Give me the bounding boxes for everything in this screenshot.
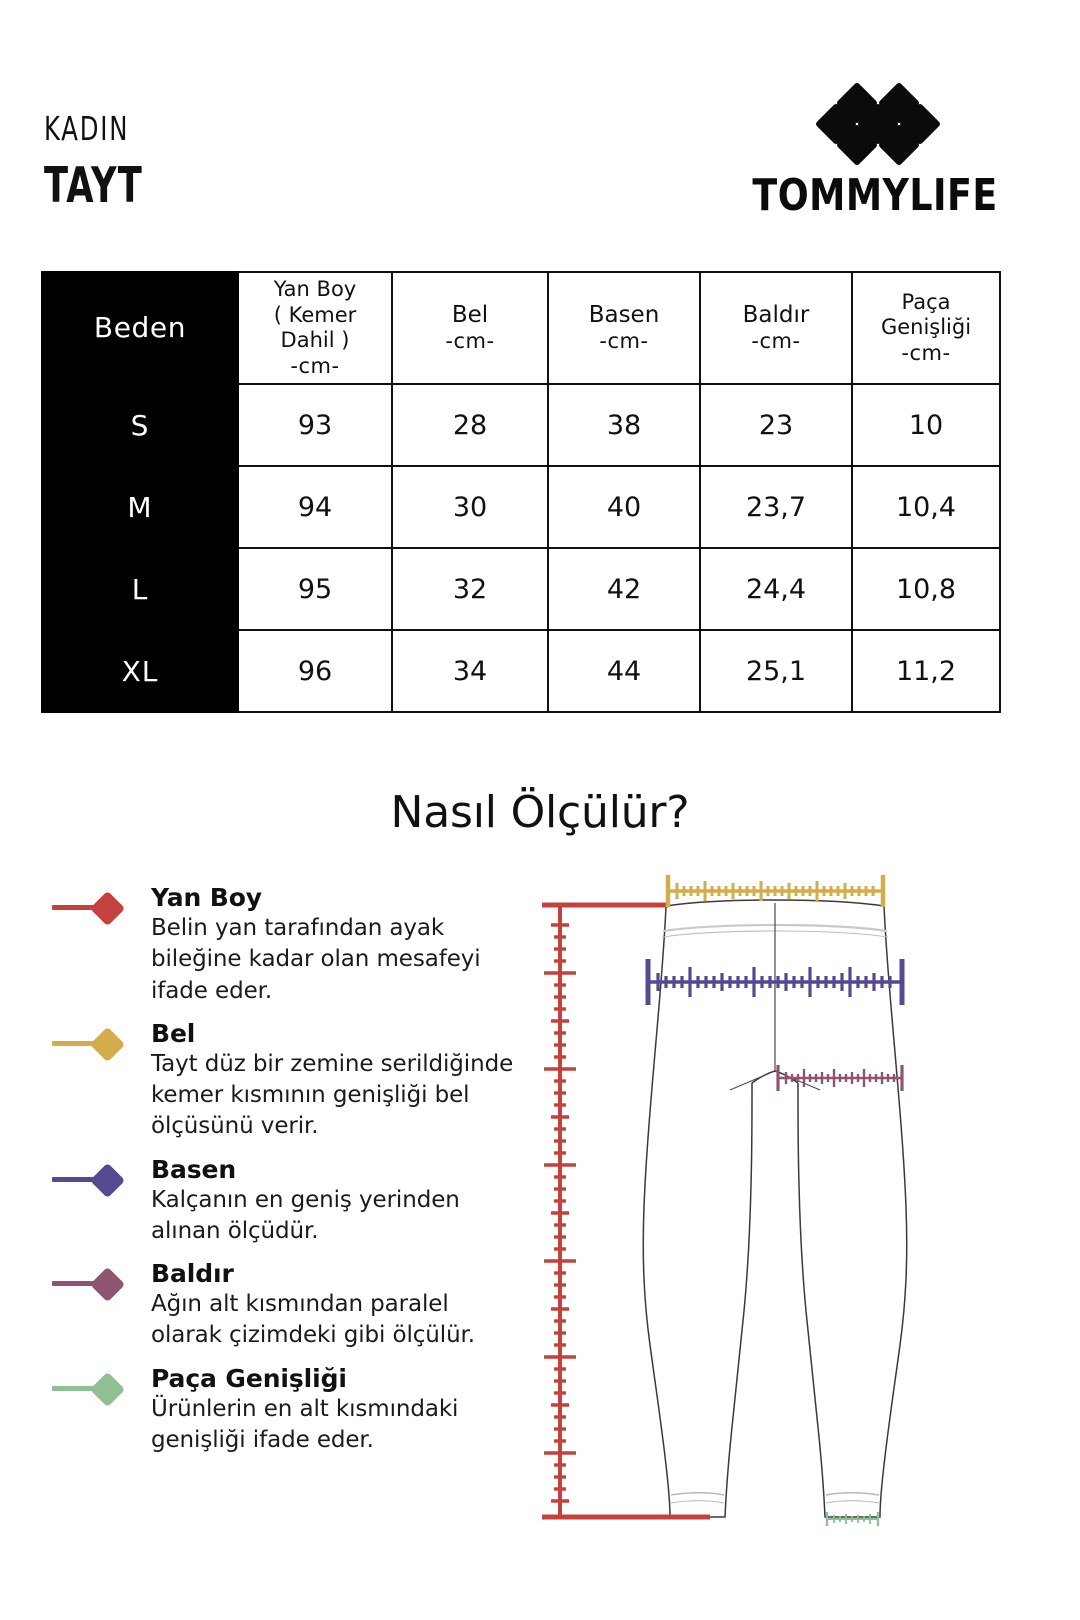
brand-name: TOMMYLIFE [752, 170, 998, 221]
size-chart-table-container: Beden Yan Boy ( Kemer Dahil ) -cm- Bel -… [41, 270, 1001, 714]
cell-bel: 28 [391, 383, 549, 468]
cell-baldir: 24,4 [699, 547, 853, 632]
legend-description: Ürünlerin en alt kısmındaki genişliği if… [151, 1395, 459, 1453]
cell-basen: 44 [547, 629, 701, 714]
column-header-basen: Basen -cm- [547, 270, 701, 386]
cell-yanboy: 94 [237, 465, 393, 550]
measurement-legend: Yan Boy Belin yan tarafından ayak bileği… [52, 884, 522, 1456]
legend-description: Kalçanın en geniş yerinden alınan ölçüdü… [151, 1186, 460, 1244]
legend-item-basen: Basen Kalçanın en geniş yerinden alınan … [52, 1154, 522, 1248]
legend-item-yan-boy: Yan Boy Belin yan tarafından ayak bileği… [52, 884, 522, 1007]
legend-label: Yan Boy [151, 883, 263, 912]
page-header: KADIN TAYT TOMMYLIFE [0, 0, 1080, 250]
column-header-baldir: Baldır -cm- [699, 270, 853, 386]
category-title: KADIN [44, 109, 130, 148]
leggings-technical-drawing [520, 855, 1030, 1535]
size-chart-table: Beden Yan Boy ( Kemer Dahil ) -cm- Bel -… [41, 270, 1001, 714]
column-header-paca: Paça Genişliği -cm- [851, 270, 1001, 386]
column-header-bel: Bel -cm- [391, 270, 549, 386]
legend-description: Ağın alt kısmından paralel olarak çizimd… [151, 1291, 476, 1349]
table-row: M 94 30 40 23,7 10,4 [41, 465, 1001, 550]
cell-bel: 34 [391, 629, 549, 714]
cell-bel: 32 [391, 547, 549, 632]
cell-beden: L [41, 547, 239, 632]
diamond-grid-icon [806, 81, 942, 167]
title-block: KADIN TAYT [44, 112, 168, 210]
table-row: XL 96 34 44 25,1 11,2 [41, 629, 1001, 714]
legend-item-paca-genisligi: Paça Genişliği Ürünlerin en alt kısmında… [52, 1363, 522, 1457]
table-row: S 93 28 38 23 10 [41, 383, 1001, 468]
product-title: TAYT [44, 157, 143, 214]
cell-yanboy: 95 [237, 547, 393, 632]
diamond-marker-icon [52, 1370, 138, 1407]
cell-paca: 10,8 [851, 547, 1001, 632]
cell-baldir: 25,1 [699, 629, 853, 714]
table-body: S 93 28 38 23 10 M 94 30 40 23,7 10,4 L … [41, 383, 1001, 714]
table-header: Beden Yan Boy ( Kemer Dahil ) -cm- Bel -… [41, 270, 1001, 386]
cell-beden: XL [41, 629, 239, 714]
legend-description: Belin yan tarafından ayak bileğine kadar… [151, 915, 481, 1004]
diamond-marker-icon [52, 889, 138, 927]
cell-beden: M [41, 465, 239, 550]
legend-label: Paça Genişliği [151, 1363, 347, 1393]
cell-baldir: 23 [699, 383, 853, 468]
legend-label: Basen [151, 1154, 237, 1184]
legend-label: Bel [151, 1018, 196, 1048]
cell-basen: 40 [547, 465, 701, 550]
how-to-measure-title: Nasıl Ölçülür? [390, 787, 690, 838]
cell-basen: 38 [547, 383, 701, 468]
legend-label: Baldır [151, 1259, 234, 1289]
cell-paca: 11,2 [851, 629, 1001, 714]
column-header-beden: Beden [41, 270, 239, 386]
cell-beden: S [41, 383, 239, 468]
ruler-paca-genisligi [825, 1512, 880, 1526]
ruler-basen [645, 959, 905, 1005]
cell-yanboy: 93 [237, 383, 393, 468]
cell-paca: 10,4 [851, 465, 1001, 550]
ruler-yan-boy [542, 902, 710, 1520]
table-header-row: Beden Yan Boy ( Kemer Dahil ) -cm- Bel -… [41, 270, 1001, 386]
ruler-baldir [776, 1065, 904, 1091]
cell-baldir: 23,7 [699, 465, 853, 550]
diamond-marker-icon [52, 1161, 138, 1198]
legend-description: Tayt düz bir zemine serildiğinde kemer k… [151, 1050, 514, 1140]
ruler-bel [665, 875, 886, 907]
cell-bel: 30 [391, 465, 549, 550]
cell-basen: 42 [547, 547, 701, 632]
column-header-yanboy: Yan Boy ( Kemer Dahil ) -cm- [237, 270, 393, 386]
cell-yanboy: 96 [237, 629, 393, 714]
garment-outline [642, 899, 908, 1518]
brand-logo: TOMMYLIFE [742, 81, 1002, 221]
legend-item-bel: Bel Tayt düz bir zemine serildiğinde kem… [52, 1018, 522, 1143]
diamond-marker-icon [52, 1025, 138, 1062]
legend-item-baldir: Baldır Ağın alt kısmından paralel olarak… [52, 1260, 522, 1352]
diamond-marker-icon [52, 1265, 138, 1303]
table-row: L 95 32 42 24,4 10,8 [41, 547, 1001, 632]
cell-paca: 10 [851, 383, 1001, 468]
